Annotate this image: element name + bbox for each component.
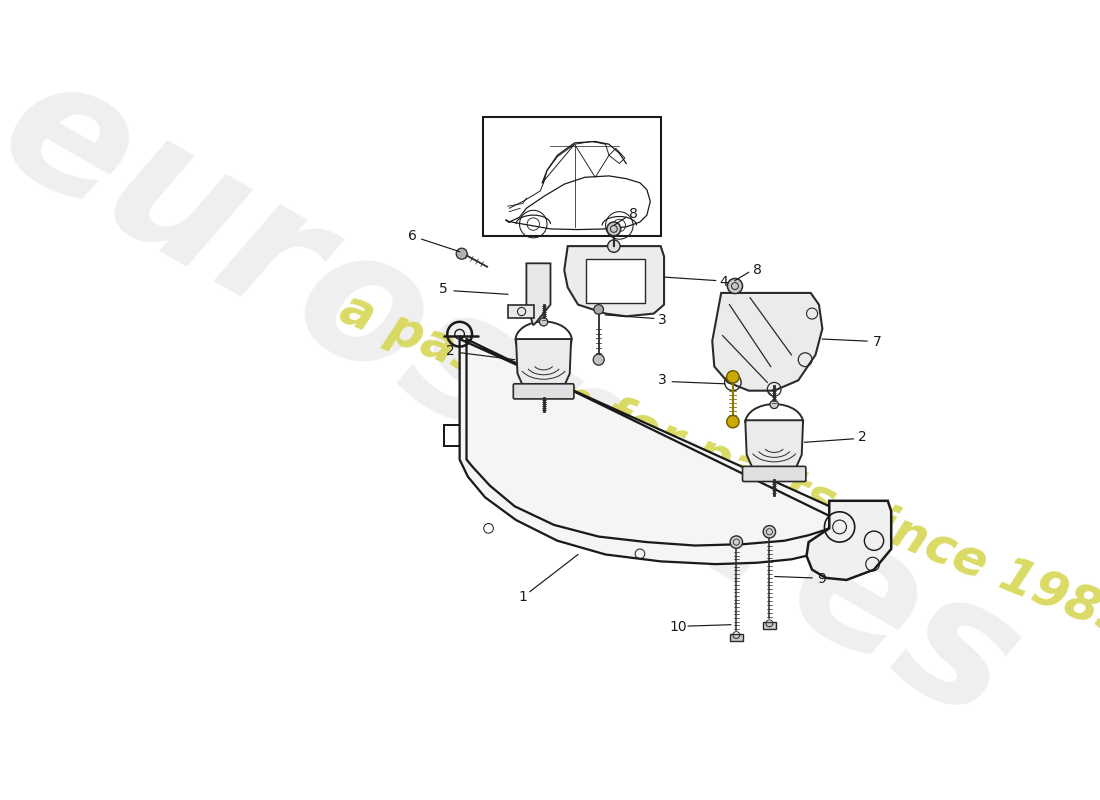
Circle shape xyxy=(770,400,779,409)
Text: 6: 6 xyxy=(408,230,417,243)
Text: 8: 8 xyxy=(628,206,638,221)
Text: 7: 7 xyxy=(873,335,882,350)
FancyBboxPatch shape xyxy=(514,384,574,399)
FancyBboxPatch shape xyxy=(729,634,743,641)
Circle shape xyxy=(727,370,739,383)
Text: a passion for parts since 1985: a passion for parts since 1985 xyxy=(333,285,1100,648)
Circle shape xyxy=(456,248,468,259)
Circle shape xyxy=(730,536,743,548)
Polygon shape xyxy=(746,420,803,474)
Circle shape xyxy=(763,526,776,538)
FancyBboxPatch shape xyxy=(762,622,776,629)
Text: 8: 8 xyxy=(752,262,761,277)
Text: 2: 2 xyxy=(858,430,867,445)
Text: 3: 3 xyxy=(658,374,667,387)
Polygon shape xyxy=(564,246,664,316)
FancyBboxPatch shape xyxy=(742,466,806,482)
Polygon shape xyxy=(527,263,550,326)
Circle shape xyxy=(539,318,548,326)
Circle shape xyxy=(593,354,604,365)
Text: 5: 5 xyxy=(439,282,448,297)
Text: 2: 2 xyxy=(447,345,455,358)
Circle shape xyxy=(727,278,742,294)
Text: eurospares: eurospares xyxy=(0,36,1047,759)
Circle shape xyxy=(607,222,620,236)
Circle shape xyxy=(607,240,620,252)
Text: 9: 9 xyxy=(817,572,826,586)
Circle shape xyxy=(594,305,604,314)
Polygon shape xyxy=(508,305,534,318)
Polygon shape xyxy=(516,339,571,390)
Text: 10: 10 xyxy=(669,621,686,634)
Text: 4: 4 xyxy=(719,275,728,289)
Bar xyxy=(483,117,661,236)
Polygon shape xyxy=(806,501,891,580)
Text: 1: 1 xyxy=(518,590,527,604)
Polygon shape xyxy=(586,258,646,302)
Polygon shape xyxy=(460,339,848,564)
Polygon shape xyxy=(712,293,823,390)
Text: 3: 3 xyxy=(658,313,667,326)
Circle shape xyxy=(727,415,739,428)
